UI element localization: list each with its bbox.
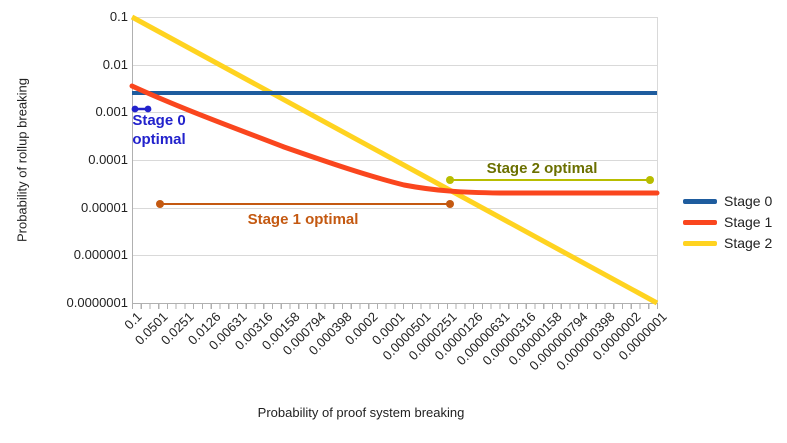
y-tick-label: 0.001: [95, 104, 128, 119]
stage-0-optimal-marker: [131, 105, 152, 113]
stage-1-optimal-dot-right: [446, 200, 454, 208]
y-tick-label: 0.1: [109, 9, 128, 24]
y-tick-label: 0.0001: [88, 152, 128, 167]
y-tick-label: 0.01: [102, 57, 128, 72]
y-tick-label: 0.0000001: [66, 295, 128, 310]
y-axis-title: Probability of rollup breaking: [14, 77, 30, 243]
gridline-0.1: [132, 17, 657, 18]
gridline-0.000001: [132, 255, 657, 256]
stage-0-optimal-label: Stage 0 optimal: [132, 112, 186, 148]
legend-label: Stage 2: [724, 235, 773, 251]
y-tick-label: 0.000001: [73, 247, 128, 262]
y-axis-line: [132, 17, 133, 304]
stage-2-optimal-marker: [446, 176, 654, 184]
legend-item-stage-2: Stage 2: [683, 235, 773, 251]
x-axis-ticks: [132, 304, 659, 309]
gridline-0.01: [132, 65, 657, 66]
plot-right-border: [657, 17, 658, 304]
stage-1-optimal-marker: [156, 200, 454, 208]
stage-1-curve: [129, 83, 660, 196]
legend: Stage 0 Stage 1 Stage 2: [683, 193, 773, 251]
legend-label: Stage 0: [724, 193, 773, 209]
gridline-0.00001: [132, 208, 657, 209]
y-tick-label: 0.00001: [81, 200, 128, 215]
legend-label: Stage 1: [724, 214, 773, 230]
stage-1-optimal-label: Stage 1 optimal: [247, 211, 359, 228]
stage-0-swatch: [683, 198, 717, 204]
legend-item-stage-0: Stage 0: [683, 193, 773, 209]
gridline-0.001: [132, 112, 657, 113]
x-axis-title: Probability of proof system breaking: [257, 405, 465, 420]
x-axis-line: [132, 303, 658, 304]
stage-2-line: [130, 14, 659, 306]
stage-2-optimal-dot-right: [646, 176, 654, 184]
stage-2-swatch: [683, 240, 717, 246]
stage-0-optimal-dot-right: [144, 105, 152, 113]
stage-0-optimal-dot-left: [131, 105, 139, 113]
stage-1-optimal-dot-left: [156, 200, 164, 208]
legend-item-stage-1: Stage 1: [683, 214, 773, 230]
stage-2-optimal-label: Stage 2 optimal: [486, 160, 598, 177]
stage-1-swatch: [683, 219, 717, 225]
stage-2-optimal-dot-left: [446, 176, 454, 184]
